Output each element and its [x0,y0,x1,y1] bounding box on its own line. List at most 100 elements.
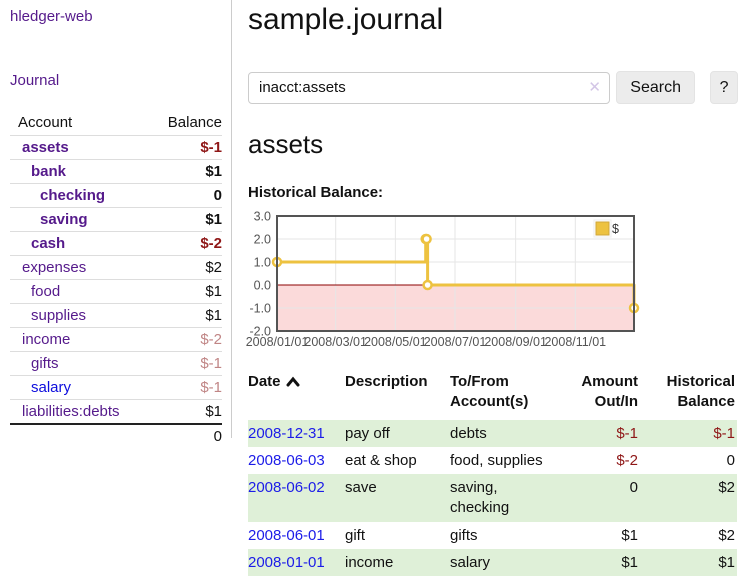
account-link[interactable]: saving [40,211,88,228]
sidebar-nav: Journal [10,72,221,89]
account-row: assets $-1 [10,135,222,159]
transaction-balance: $-1 [713,424,735,442]
register-row: 2008-06-01 gift gifts $1 $2 [248,522,737,549]
transaction-accounts: saving, checking [450,479,510,517]
account-row: checking 0 [10,183,222,207]
account-link[interactable]: food [31,283,61,300]
y-tick-label: 1.0 [254,256,271,270]
account-balance: $-1 [200,139,222,156]
register-row: 2008-01-01 income salary $1 $1 [248,548,737,576]
accounts-col-balance: Balance [167,114,222,131]
sidebar-item-journal[interactable]: Journal [10,72,60,89]
account-row: income $-2 [10,327,222,351]
account-link[interactable]: checking [40,187,106,204]
x-tick-label: 2008/11/01 [544,335,606,349]
account-link[interactable]: bank [31,163,67,180]
account-balance: $-1 [200,355,222,372]
transaction-description: gift [345,526,366,544]
account-balance: $1 [205,403,222,420]
accounts-table: Account Balance assets $-1 bank $1 checking 0… [10,111,222,448]
search-button[interactable]: Search [616,71,696,104]
app-title-link[interactable]: hledger-web [10,8,93,25]
search-input[interactable] [248,71,610,104]
transaction-balance: 0 [726,451,735,469]
chart-canvas: $3.0 2.0 1.0 0.0 -1.0 -2.02008/01/012008/03/0… [246,210,640,349]
accounts-total: 0 [10,423,222,448]
transaction-amount: $1 [621,526,638,544]
register-col-historical: Historical Balance [666,373,735,411]
transaction-accounts: debts [450,424,487,442]
account-link[interactable]: supplies [31,307,87,324]
account-link[interactable]: salary [31,379,72,396]
account-link[interactable]: expenses [22,259,87,276]
plot-border [276,215,635,332]
account-balance: $-2 [200,235,222,252]
data-point-marker [421,233,432,245]
transaction-amount: $-1 [616,424,638,442]
sidebar: hledger-web Journal Account Balance asse… [0,0,232,445]
account-link[interactable]: assets [22,139,69,156]
transaction-date-link[interactable]: 2008-06-03 [248,451,325,469]
register-table: Date Description To/From Account(s) Amount Ou… [248,370,737,576]
account-row: supplies $1 [10,303,222,327]
account-row: expenses $2 [10,255,222,279]
balance-chart: $3.0 2.0 1.0 0.0 -1.0 -2.0 2008/01/01 2008/03/0… [246,208,738,349]
transaction-description: pay off [345,424,390,442]
legend-label: $ [612,222,619,236]
clear-search-icon[interactable]: ✕ [588,78,601,96]
transaction-date-link[interactable]: 2008-06-01 [248,526,325,544]
search-bar: ✕ Search ? [248,71,738,104]
transaction-description: eat & shop [345,451,417,469]
register-col-amount: Amount Out/In [581,373,638,411]
account-row: food $1 [10,279,222,303]
account-row: salary $-1 [10,375,222,399]
accounts-col-account: Account [18,114,73,131]
accounts-table-header: Account Balance [10,111,222,135]
account-balance: $-2 [200,331,222,348]
transaction-description: income [345,553,394,571]
account-balance: $2 [205,259,222,276]
legend-swatch [595,221,610,236]
transaction-accounts: food, supplies [450,451,543,469]
transaction-date-link[interactable]: 2008-06-02 [248,479,325,496]
transaction-date-link[interactable]: 2008-12-31 [248,424,325,442]
search-box: ✕ [248,71,610,104]
x-tick-label: 2008/09/01 [484,335,547,349]
transaction-amount: $-2 [616,451,638,469]
account-balance: $1 [205,307,222,324]
y-tick-label: 0.0 [254,279,271,293]
register-row: 2008-06-03 eat & shop food, supplies $-2 0 [248,447,737,474]
register-row: 2008-06-02 save saving, checking 0 $2 [248,474,737,522]
y-tick-label: -2.0 [249,325,271,339]
transaction-amount: $1 [621,553,638,571]
account-link[interactable]: income [22,331,71,348]
transaction-amount: 0 [629,479,638,496]
transaction-date-link[interactable]: 2008-01-01 [248,553,325,571]
register-col-description: Description [345,373,428,390]
account-link[interactable]: liabilities:debts [22,403,120,420]
register-col-tofrom: To/From Account(s) [450,373,529,411]
account-link[interactable]: gifts [31,355,59,372]
data-point-marker [422,279,433,291]
x-tick-label: 2008/05/01 [364,335,427,349]
y-tick-label: 2.0 [254,233,271,247]
account-link[interactable]: cash [31,235,66,252]
account-row: liabilities:debts $1 [10,399,222,423]
y-tick-label: 3.0 [254,210,271,224]
account-row: cash $-2 [10,231,222,255]
transaction-accounts: salary [450,553,491,571]
y-tick-label: -1.0 [249,302,271,316]
transaction-balance: $2 [718,526,735,544]
sort-ascending-icon [286,376,300,387]
x-tick-label: 2008/07/01 [424,335,487,349]
help-button[interactable]: ? [710,71,738,104]
account-row: saving $1 [10,207,222,231]
app-title: hledger-web [10,8,221,25]
account-row: gifts $-1 [10,351,222,375]
register-col-date[interactable]: Date [248,370,345,420]
transaction-balance: $2 [718,479,735,496]
account-balance: $1 [205,283,222,300]
transaction-balance: $1 [718,553,735,571]
page-title: sample.journal [248,3,444,36]
main-content: sample.journal ✕ Search ? assets Histori… [246,0,738,576]
